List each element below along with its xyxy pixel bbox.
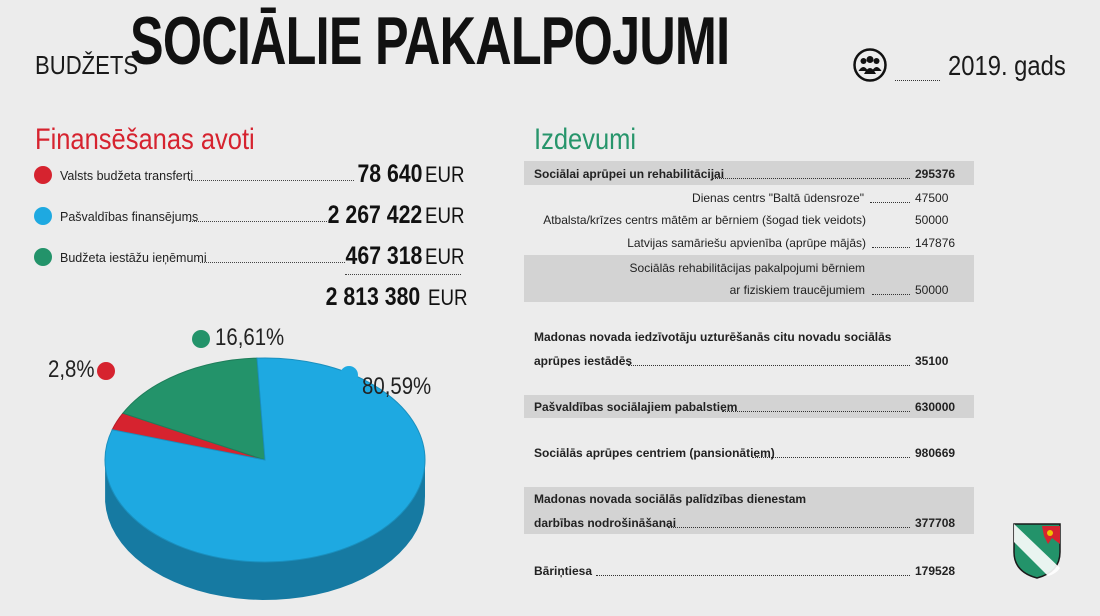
- funding-row-municipal: Pašvaldības finansējums 2 267 422 EUR: [34, 201, 464, 229]
- total-amount: 2 813 380: [325, 283, 420, 311]
- budget-label: BUDŽETS: [35, 50, 139, 80]
- green-dot-icon: [34, 248, 52, 266]
- dotted-leader: [712, 178, 910, 179]
- expense-label: Dienas centrs "Baltā ūdensroze": [692, 191, 864, 205]
- expense-value: 50000: [915, 283, 949, 297]
- funding-amount: 2 267 422: [327, 201, 422, 229]
- pie-slice-2: [104, 357, 426, 563]
- expense-band: [524, 395, 974, 418]
- expense-label: Pašvaldības sociālajiem pabalstiem: [534, 400, 738, 414]
- funding-amount: 78 640: [357, 160, 422, 188]
- dotted-leader: [752, 457, 910, 458]
- year-label: 2019. gads: [948, 50, 1066, 81]
- blue-dot-icon: [34, 207, 52, 225]
- dotted-leader: [189, 180, 354, 181]
- funding-title: Finansēšanas avoti: [35, 123, 255, 156]
- funding-row-state: Valsts budžeta transferti 78 640 EUR: [34, 160, 464, 188]
- page-title: SOCIĀLIE PAKALPOJUMI: [130, 3, 730, 79]
- slice-label-institutions: 16,61%: [215, 324, 285, 351]
- funding-unit: EUR: [424, 244, 464, 269]
- expense-label: Latvijas samāriešu apvienība (aprūpe māj…: [627, 236, 866, 250]
- funding-unit: EUR: [424, 162, 464, 187]
- dotted-leader: [722, 411, 910, 412]
- expense-value: 295376: [915, 167, 956, 181]
- funding-pie-chart: [104, 357, 426, 600]
- funding-amount: 467 318: [345, 242, 422, 270]
- expense-label: Bāriņtiesa: [534, 564, 593, 578]
- expense-label: Madonas novada iedzīvotāju uzturēšanās c…: [534, 330, 892, 344]
- dotted-leader: [872, 294, 910, 295]
- slice-green-marker: [192, 330, 210, 348]
- dotted-leader: [870, 202, 910, 203]
- expense-label: Sociālās aprūpes centriem (pansionātiem): [534, 446, 775, 460]
- funding-unit: EUR: [424, 203, 464, 228]
- red-dot-icon: [34, 166, 52, 184]
- pie-side-2: [105, 458, 425, 600]
- slice-blue-marker: [340, 366, 358, 384]
- people-group-icon: [853, 48, 887, 82]
- total-unit: EUR: [428, 285, 468, 310]
- expense-value: 377708: [915, 516, 956, 530]
- expense-band: [524, 161, 974, 185]
- dotted-leader: [628, 365, 910, 366]
- expense-band: [524, 487, 974, 534]
- funding-label: Valsts budžeta transferti: [60, 169, 194, 183]
- expenses-title: Izdevumi: [534, 123, 637, 156]
- expense-value: 50000: [915, 213, 949, 227]
- pie-slice-1: [122, 357, 266, 461]
- dotted-leader: [668, 527, 910, 528]
- slice-label-municipal: 80,59%: [362, 373, 432, 400]
- expense-value: 47500: [915, 191, 949, 205]
- expense-label: Sociālai aprūpei un rehabilitācijai: [534, 167, 725, 181]
- year-leader: [895, 80, 940, 81]
- slice-red-marker: [97, 362, 115, 380]
- expense-value: 630000: [915, 400, 956, 414]
- funding-row-institutions: Budžeta iestāžu ieņēmumi 467 318 EUR: [34, 242, 464, 270]
- funding-label: Budžeta iestāžu ieņēmumi: [60, 251, 207, 265]
- expense-value: 147876: [915, 236, 956, 250]
- expense-label: Madonas novada sociālās palīdzības diene…: [534, 492, 807, 506]
- expense-label: Atbalsta/krīzes centrs mātēm ar bērniem …: [543, 213, 866, 227]
- expense-label: ar fiziskiem traucējumiem: [729, 283, 865, 297]
- expense-label: darbības nodrošināšanai: [534, 516, 677, 530]
- expense-value: 980669: [915, 446, 956, 460]
- slice-label-state: 2,8%: [48, 356, 95, 383]
- dotted-leader: [596, 575, 910, 576]
- expense-value: 35100: [915, 354, 949, 368]
- dotted-leader: [200, 262, 345, 263]
- expense-value: 179528: [915, 564, 956, 578]
- expense-label: aprūpes iestādēs: [534, 354, 633, 368]
- funding-label: Pašvaldības finansējums: [60, 210, 199, 224]
- dotted-leader: [872, 247, 910, 248]
- total-separator: [345, 274, 461, 275]
- expense-label: Sociālās rehabilitācijas pakalpojumi bēr…: [629, 261, 865, 275]
- municipality-crest-icon: [1013, 523, 1061, 579]
- dotted-leader: [189, 221, 327, 222]
